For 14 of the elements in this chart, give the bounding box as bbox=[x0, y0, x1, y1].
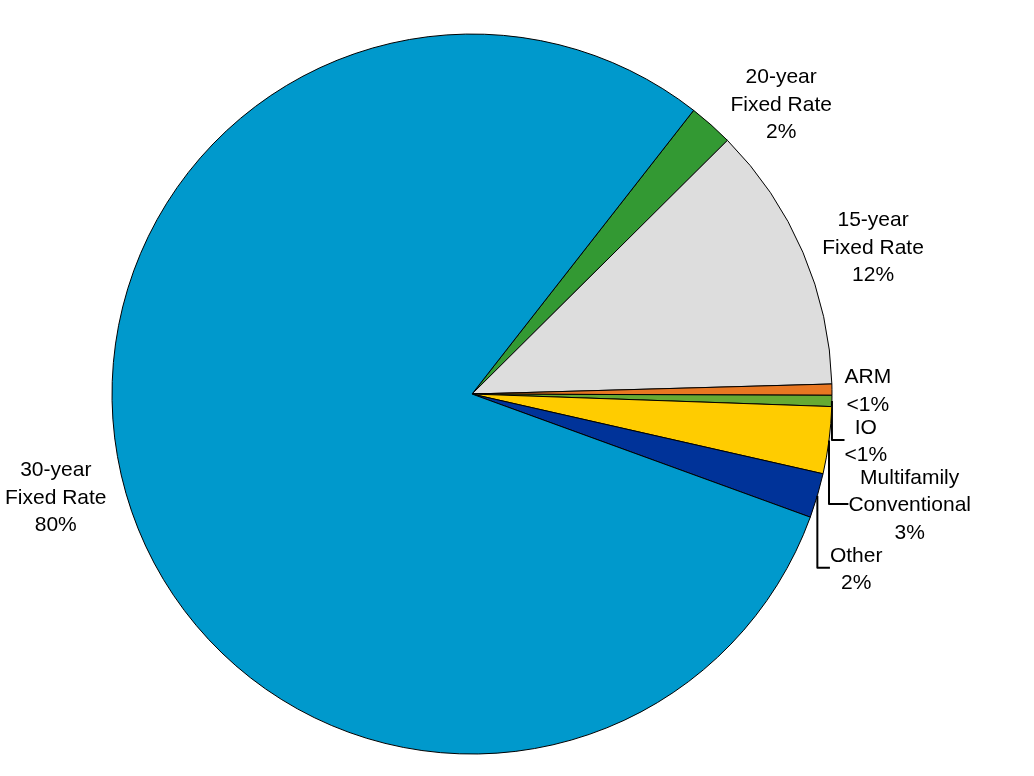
data-label: 80% bbox=[34, 512, 77, 536]
slice-label: 15-year Fixed Rate bbox=[822, 207, 924, 258]
data-label: 2% bbox=[766, 118, 797, 142]
slice-label: 20-year Fixed Rate bbox=[730, 64, 832, 115]
data-label: <1% bbox=[846, 391, 890, 415]
slice-label: Other bbox=[829, 542, 883, 566]
slice-label: IO bbox=[854, 414, 877, 438]
slice-label: 30-year Fixed Rate bbox=[5, 457, 107, 508]
data-label: 3% bbox=[894, 519, 925, 543]
data-label: <1% bbox=[844, 442, 888, 466]
slice-label: ARM bbox=[844, 364, 892, 388]
data-label: 12% bbox=[852, 261, 895, 285]
slice-label: Multifamily Conventional bbox=[848, 465, 971, 516]
data-label: 2% bbox=[841, 569, 872, 593]
